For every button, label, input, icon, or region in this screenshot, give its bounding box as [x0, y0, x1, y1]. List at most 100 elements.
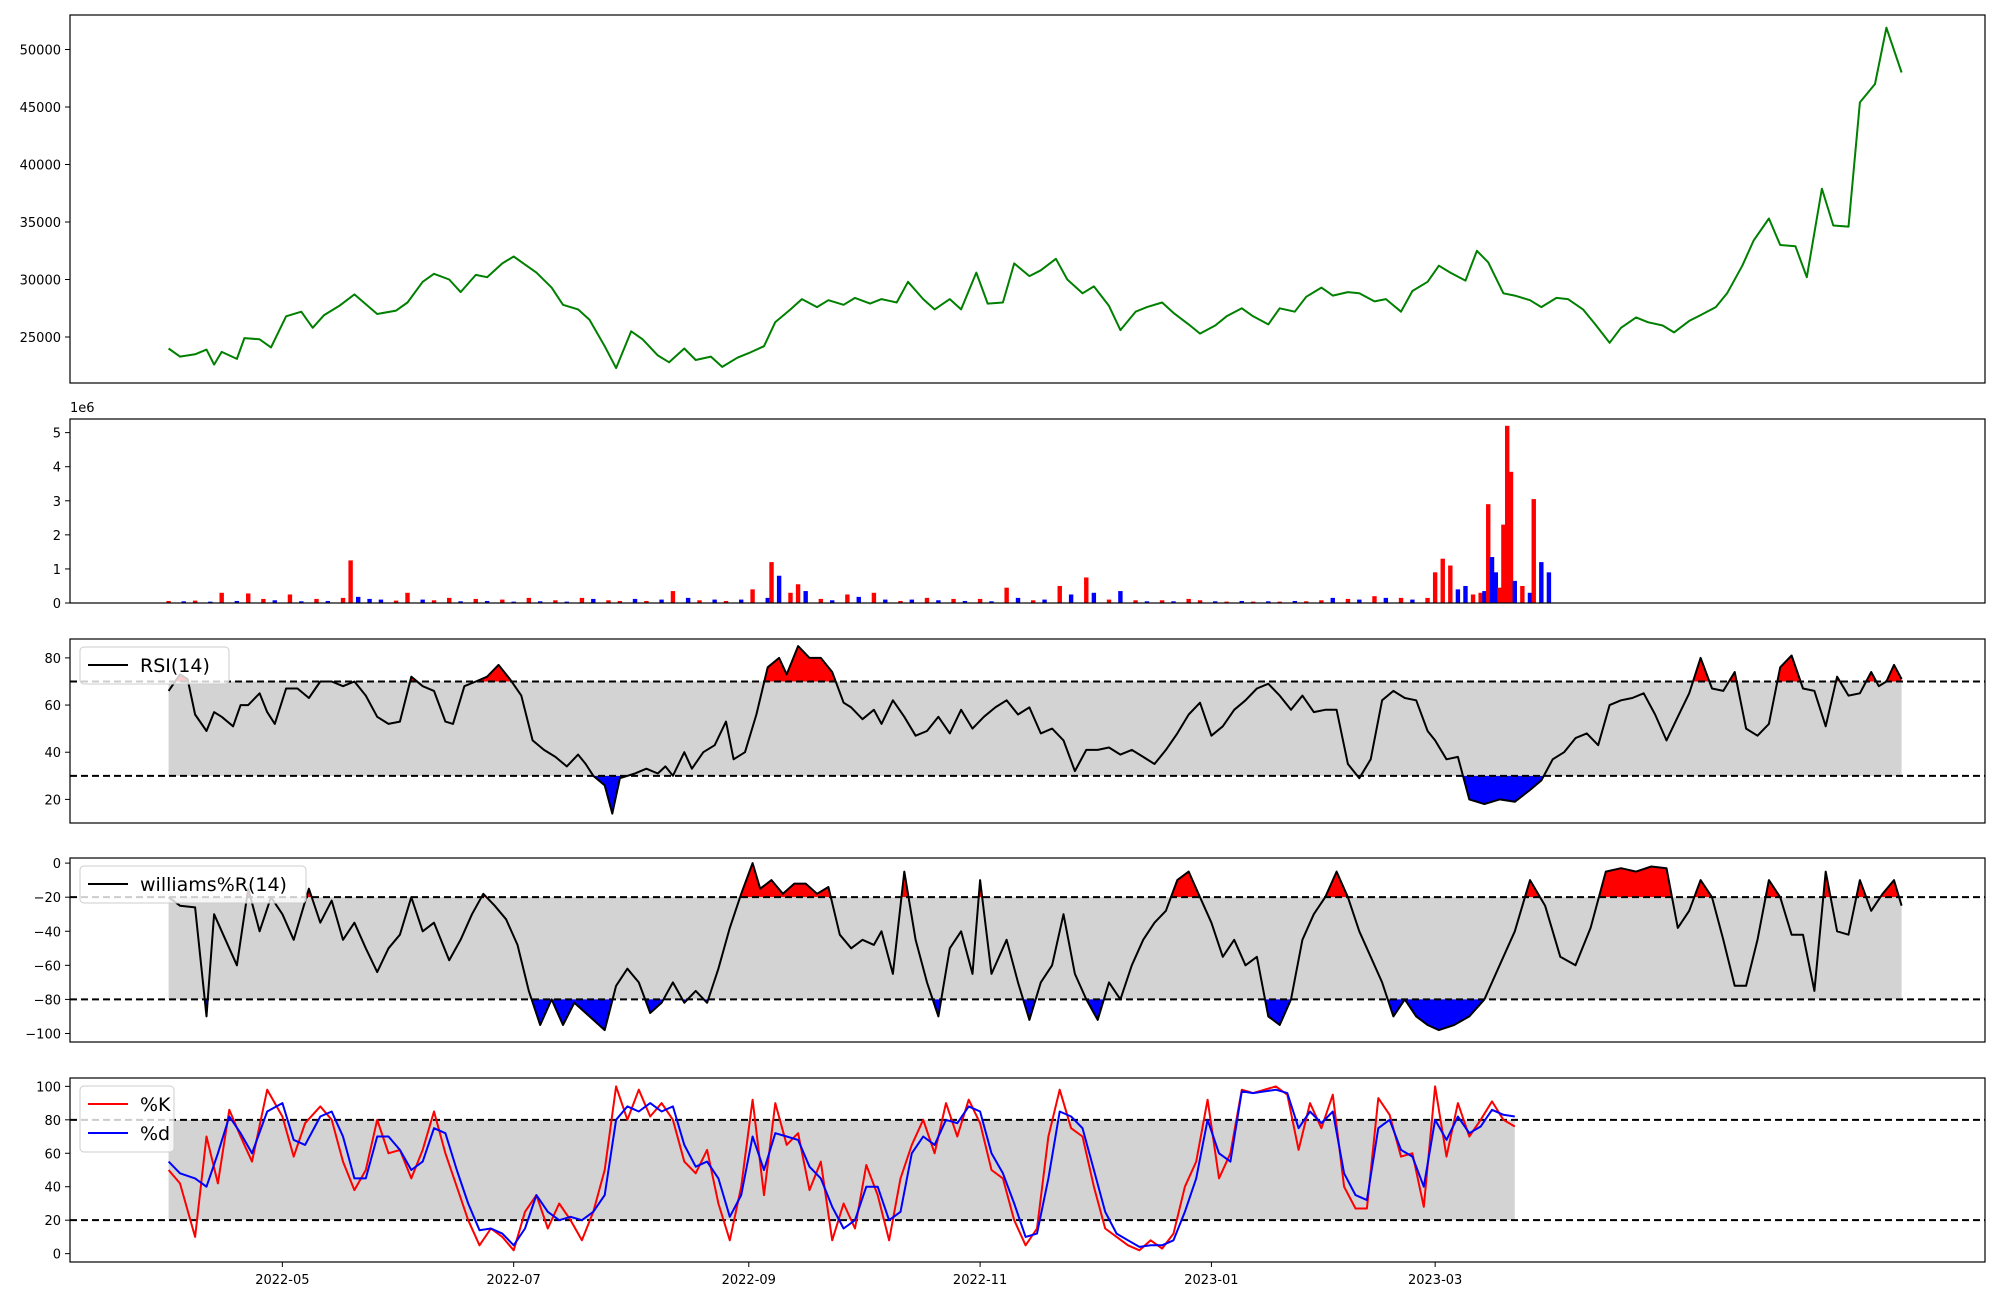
volume-bar — [1292, 600, 1298, 603]
volume-bar — [909, 599, 915, 603]
x-tick-label: 2022-05 — [255, 1273, 309, 1288]
volume-bar — [1084, 577, 1089, 603]
volume-bar — [1133, 600, 1138, 603]
williams-legend: williams%R(14) — [79, 865, 307, 904]
volume-bar — [473, 598, 478, 603]
volume-ytick-label: 4 — [53, 461, 61, 476]
volume-bar — [1319, 600, 1324, 603]
volume-bar — [1508, 471, 1514, 603]
stochastic-ytick-label: 80 — [44, 1114, 61, 1129]
volume-bar — [712, 599, 717, 603]
volume-bar — [936, 600, 941, 603]
volume-bar — [1345, 598, 1351, 603]
volume-bar — [644, 600, 649, 603]
williams-oversold-fill — [1023, 999, 1036, 1020]
volume-bar — [883, 599, 888, 603]
volume-bar — [579, 597, 585, 603]
volume-ytick-label: 3 — [53, 495, 61, 510]
volume-bar — [632, 598, 638, 603]
volume-bar — [246, 593, 251, 603]
williams-legend-box — [79, 865, 307, 904]
volume-bar — [788, 592, 793, 603]
stochastic-legend-label: %K — [140, 1094, 171, 1116]
stochastic-legend-box — [79, 1085, 175, 1153]
volume-bar — [670, 591, 676, 603]
volume-bar — [405, 592, 410, 603]
volume-bar — [484, 600, 490, 603]
x-tick-label: 2023-03 — [1408, 1273, 1462, 1288]
volume-bar — [1004, 587, 1009, 603]
volume-bar — [166, 600, 171, 603]
volume-bar — [989, 601, 994, 603]
volume-bar — [431, 600, 437, 603]
volume-bar — [526, 597, 532, 603]
williams-oversold-fill — [1387, 999, 1485, 1031]
volume-bar — [1410, 599, 1415, 603]
volume-bar — [325, 600, 331, 603]
williams-overbought-fill — [740, 863, 831, 898]
rsi-overbought-fill — [1866, 672, 1877, 682]
volume-scale-offset-label: 1e6 — [70, 401, 95, 416]
rsi-oversold-fill — [593, 775, 628, 814]
price-ytick-label: 45000 — [20, 101, 61, 116]
volume-bar — [1171, 601, 1176, 603]
volume-bar — [500, 599, 505, 603]
volume-bar — [1432, 572, 1438, 603]
volume-bar — [795, 584, 801, 603]
volume-bar — [1091, 592, 1097, 603]
volume-bar — [458, 601, 463, 603]
price-ytick-label: 35000 — [20, 216, 61, 231]
volume-bar — [1304, 601, 1309, 603]
volume-bar — [1520, 585, 1525, 603]
volume-bar — [1015, 597, 1021, 603]
stochastic-ytick-label: 60 — [44, 1147, 61, 1162]
rsi-neutral-band — [168, 681, 1902, 776]
rsi-overbought-fill — [764, 646, 836, 682]
volume-bar — [261, 598, 266, 603]
volume-bar — [1159, 600, 1165, 603]
volume-bar — [830, 600, 835, 603]
volume-bar — [1224, 601, 1229, 603]
volume-bar — [803, 591, 808, 603]
volume-bar — [1425, 597, 1430, 603]
williams-ytick-label: −60 — [34, 959, 61, 974]
volume-bar — [1448, 565, 1453, 603]
volume-bar — [1357, 599, 1362, 603]
volume-bar — [348, 560, 353, 603]
volume-bar — [1144, 601, 1150, 603]
rsi-rsi-14--line — [167, 645, 1903, 815]
volume-bar — [697, 600, 702, 603]
volume-bar — [314, 598, 319, 603]
volume-bar — [871, 592, 877, 603]
volume-bar — [1057, 585, 1062, 603]
price-ytick-label: 50000 — [20, 44, 61, 59]
volume-bar — [1197, 600, 1203, 603]
volume-ytick-label: 5 — [53, 427, 61, 442]
volume-bar — [367, 598, 372, 603]
volume-bar — [1398, 597, 1404, 603]
volume-bar — [769, 562, 774, 603]
volume-bar — [1531, 499, 1536, 603]
williams-neutral-band — [168, 897, 1902, 1000]
volume-bar — [1030, 600, 1036, 603]
volume-bar — [723, 600, 729, 603]
williams-ytick-label: −100 — [25, 1027, 61, 1042]
volume-bar — [340, 597, 346, 603]
volume-bar — [776, 575, 782, 603]
price-ytick-label: 25000 — [20, 331, 61, 346]
volume-ytick-label: 1 — [53, 563, 61, 578]
volume-bar — [208, 601, 213, 603]
stochastic--k-line — [167, 1085, 1516, 1252]
volume-bar — [1539, 562, 1544, 603]
volume-bar — [1277, 601, 1282, 603]
price-panel: 25000 30000 35000 40000 45000 50000 — [20, 14, 1986, 384]
volume-bar — [447, 597, 452, 603]
volume-bar — [617, 600, 623, 603]
williams-ytick-label: −20 — [34, 891, 61, 906]
williams-oversold-fill — [531, 999, 613, 1031]
volume-bar — [1330, 597, 1335, 603]
volume-bar — [765, 597, 770, 603]
volume-bar — [738, 599, 744, 603]
